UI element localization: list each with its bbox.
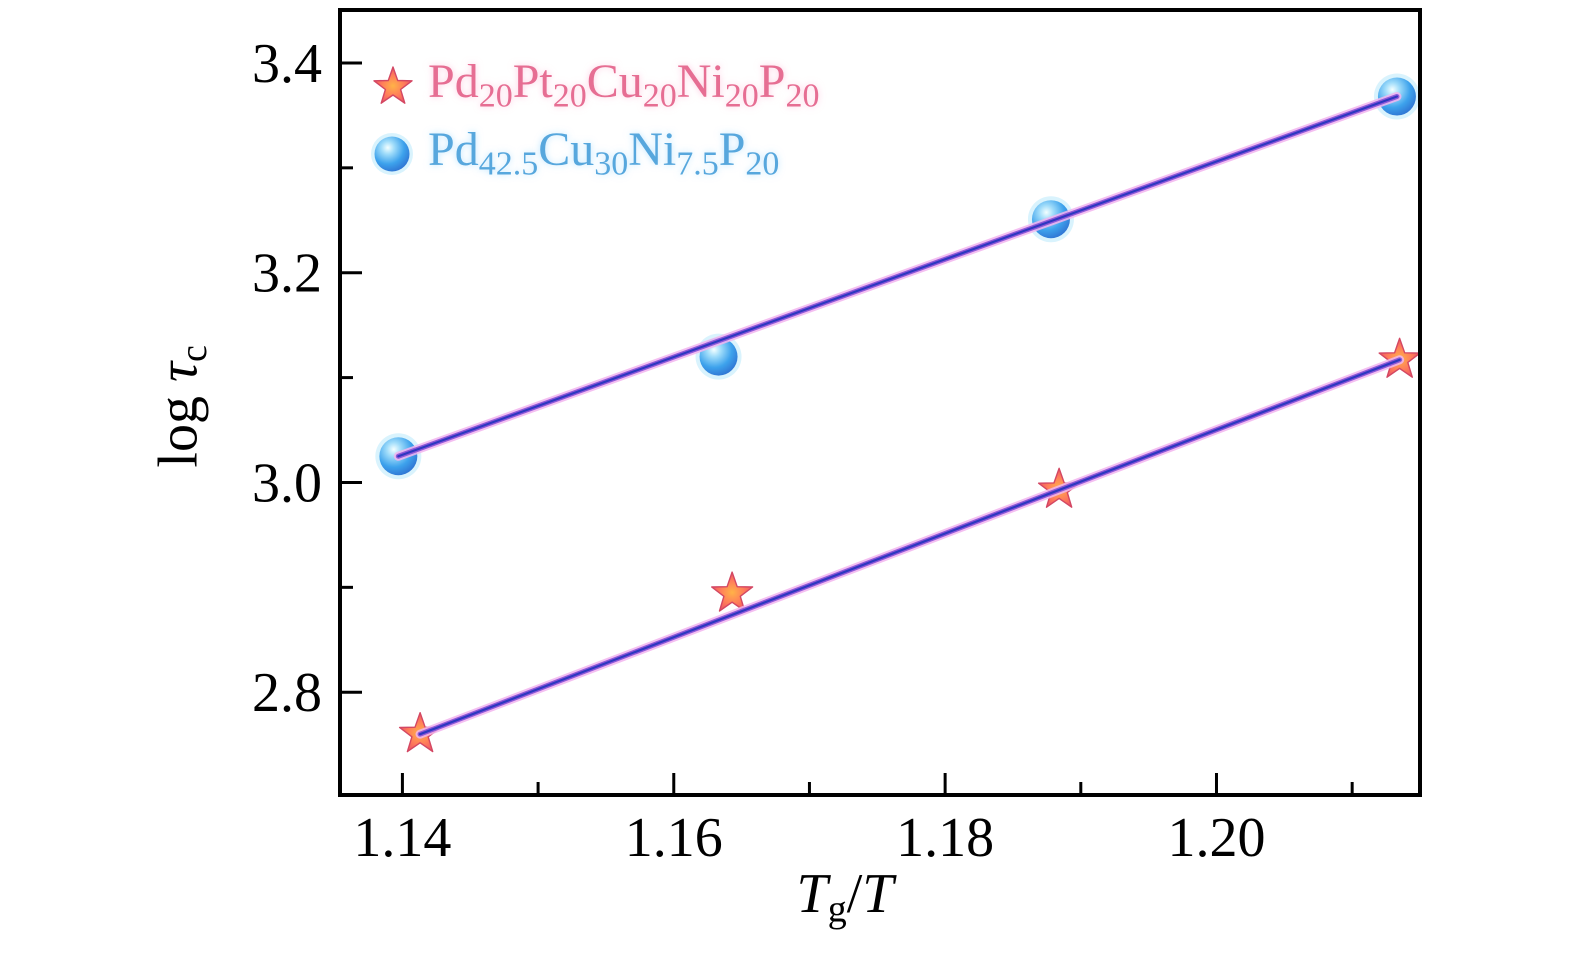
axis-label-segment: c: [173, 345, 216, 362]
fit-line: [415, 355, 1405, 739]
data-point-star: [711, 571, 754, 612]
axis-label-segment: g: [827, 888, 847, 931]
plot-content: [375, 73, 1420, 753]
element-subscript: 20: [745, 145, 780, 183]
element-symbol: Ni: [676, 55, 725, 109]
x-tick-label: 1.20: [1167, 807, 1265, 869]
element-subscript: 20: [478, 77, 513, 115]
axis-label-segment: /: [846, 863, 863, 925]
y-axis-label: log τc: [147, 286, 216, 526]
element-symbol: Ni: [628, 123, 677, 177]
element-subscript: 20: [642, 77, 677, 115]
fit-line-stroke: [397, 95, 1399, 458]
element-subscript: 30: [594, 145, 629, 183]
element-symbol: P: [758, 55, 786, 109]
legend-item: Pd42.5Cu30Ni7.5P20: [370, 120, 819, 188]
fit-line-stroke: [418, 358, 1401, 736]
x-axis-label: Tg/T: [0, 866, 1575, 929]
y-tick-label: 2.8: [252, 662, 322, 724]
legend-item: Pd20Pt20Cu20Ni20P20: [370, 52, 819, 120]
legend-label: Pd20Pt20Cu20Ni20P20: [428, 58, 819, 114]
element-subscript: 20: [785, 77, 820, 115]
element-symbol: Cu: [586, 55, 643, 109]
axis-label-segment: τ: [147, 361, 210, 382]
element-symbol: P: [718, 123, 746, 177]
axis-label-segment: log: [147, 382, 210, 468]
x-tick-label: 1.14: [353, 807, 451, 869]
star-marker-icon: [373, 66, 413, 104]
fit-line: [393, 92, 1402, 461]
element-subscript: 42.5: [478, 145, 539, 183]
y-tick-label: 3.0: [252, 452, 322, 514]
element-symbol: Pd: [428, 55, 479, 109]
y-tick-label: 3.2: [252, 243, 322, 305]
x-tick-label: 1.18: [896, 807, 994, 869]
sphere-marker-icon: [371, 133, 413, 175]
element-subscript: 7.5: [676, 145, 719, 183]
plot-frame: [338, 8, 1422, 797]
element-symbol: Cu: [538, 123, 595, 177]
axis-label-segment: T: [862, 863, 894, 925]
ticks: [342, 61, 1354, 793]
axis-label-segment: T: [796, 863, 828, 925]
x-tick-label: 1.16: [625, 807, 723, 869]
legend: Pd20Pt20Cu20Ni20P20 Pd42.5Cu30Ni7.5P20: [370, 52, 819, 188]
y-tick-label: 3.4: [252, 33, 322, 95]
element-symbol: Pt: [512, 55, 553, 109]
element-symbol: Pd: [428, 123, 479, 177]
element-subscript: 20: [552, 77, 587, 115]
element-subscript: 20: [724, 77, 759, 115]
legend-label: Pd42.5Cu30Ni7.5P20: [428, 126, 779, 182]
